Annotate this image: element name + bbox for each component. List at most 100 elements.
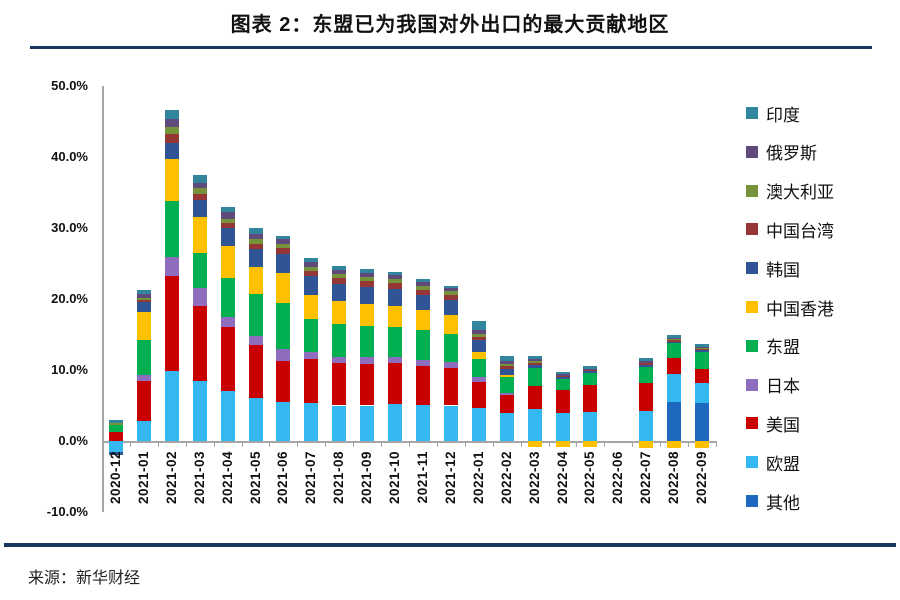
legend-item: 美国 (746, 412, 800, 435)
bar-segment (695, 346, 710, 348)
bar-segment (136, 340, 151, 375)
legend-label: 东盟 (766, 338, 800, 358)
bar-segment (443, 333, 458, 363)
bar-segment (415, 289, 430, 295)
bar-segment (443, 315, 458, 334)
bar-segment (360, 325, 375, 358)
bar-segment (555, 389, 570, 414)
x-axis-tick (716, 441, 717, 447)
bar-segment (192, 381, 207, 441)
bar-segment (555, 374, 570, 376)
bar-segment (695, 441, 710, 449)
bar-segment (471, 340, 486, 352)
bar-segment (471, 358, 486, 378)
bar-segment (527, 359, 542, 362)
x-tick-label: 2021-08 (331, 451, 347, 505)
bar-segment (192, 188, 207, 194)
bar-segment (220, 245, 235, 278)
legend-swatch (746, 456, 758, 469)
bar-segment (667, 340, 682, 342)
legend-swatch (746, 495, 758, 507)
bar-segment (388, 327, 403, 358)
y-tick-label: 10.0% (51, 362, 88, 377)
x-tick-label: 2021-12 (442, 451, 458, 505)
bar-segment (415, 286, 430, 290)
legend-item: 东盟 (746, 335, 800, 357)
bar-segment (583, 368, 598, 370)
legend-label: 韩国 (766, 260, 800, 280)
bar-segment (499, 374, 514, 378)
y-tick-label: 0.0% (58, 433, 88, 448)
x-tick-label: 2020-12 (107, 451, 123, 505)
x-tick-label: 2022-03 (526, 451, 542, 505)
bar-segment (108, 431, 123, 441)
bar-segment (667, 374, 682, 402)
stacked-bar-chart: 50.0% 40.0% 30.0% 20.0% 10.0% 0.0% -10.0% 2020-… (47, 78, 717, 519)
bar-segment (164, 134, 179, 143)
bar-segment (388, 279, 403, 284)
legend-swatch (746, 184, 758, 197)
bar-segment (192, 199, 207, 218)
bar-segment (667, 441, 682, 449)
x-axis-tick (604, 441, 606, 447)
x-axis-tick (129, 441, 131, 447)
x-tick-label: 2022-09 (694, 451, 710, 505)
x-axis-tick (436, 441, 438, 447)
legend-item: 印度 (746, 102, 800, 125)
bar-segment (136, 294, 151, 298)
bar-segment (332, 405, 347, 441)
bar-segment (276, 401, 291, 441)
legend-item: 韩国 (746, 257, 800, 280)
bar-segment (248, 243, 263, 250)
bar-segment (443, 286, 458, 289)
bar-segment (276, 360, 291, 402)
bar-segment (555, 413, 570, 441)
x-axis-tick (185, 441, 187, 447)
bar-segment (471, 336, 486, 341)
bar-segment (499, 413, 514, 441)
bar-segment (248, 233, 263, 240)
bar-segment (360, 281, 375, 287)
bar-segment (220, 316, 235, 328)
bar-segment (667, 339, 682, 341)
bar-segment (304, 267, 319, 271)
bar-segment (527, 361, 542, 363)
bar-segment (304, 270, 319, 277)
bar-segment (164, 201, 179, 258)
bar-segment (471, 329, 486, 334)
legend-label: 印度 (766, 105, 800, 125)
bar-segment (443, 291, 458, 295)
bar-segment (248, 228, 263, 234)
bar-segment (220, 206, 235, 213)
legend-swatch (746, 417, 758, 430)
bar-segment (304, 403, 319, 441)
bar-segment (248, 239, 263, 244)
bar-segment (304, 294, 319, 319)
y-tick-label: 40.0% (51, 149, 88, 164)
bar-segment (108, 441, 123, 452)
bar-segment (164, 257, 179, 276)
x-axis-tick (409, 441, 410, 447)
bar-segment (667, 335, 682, 339)
bar-segment (332, 284, 347, 302)
x-tick-label: 2021-02 (163, 451, 179, 505)
bar-segment (304, 358, 319, 404)
bar-segment (360, 303, 375, 326)
x-tick-label: 2022-01 (470, 451, 486, 505)
bar-segment (276, 235, 291, 239)
legend-item: 欧盟 (746, 451, 800, 474)
x-tick-label: 2021-04 (219, 451, 235, 505)
bar-segment (415, 330, 430, 361)
legend-label: 澳大利亚 (766, 183, 834, 203)
legend-swatch (746, 145, 758, 158)
bar-segment (276, 238, 291, 244)
x-axis-tick (353, 441, 355, 447)
figure-title: 图表 2：东盟已为我国对外出口的最大贡献地区 (230, 14, 670, 36)
bar-segment (499, 377, 514, 393)
legend-label: 日本 (766, 377, 800, 397)
bar-segment (164, 159, 179, 201)
bar-segment (443, 299, 458, 316)
bar-segment (304, 352, 319, 359)
bar-segment (220, 391, 235, 441)
bar-segment (583, 371, 598, 373)
